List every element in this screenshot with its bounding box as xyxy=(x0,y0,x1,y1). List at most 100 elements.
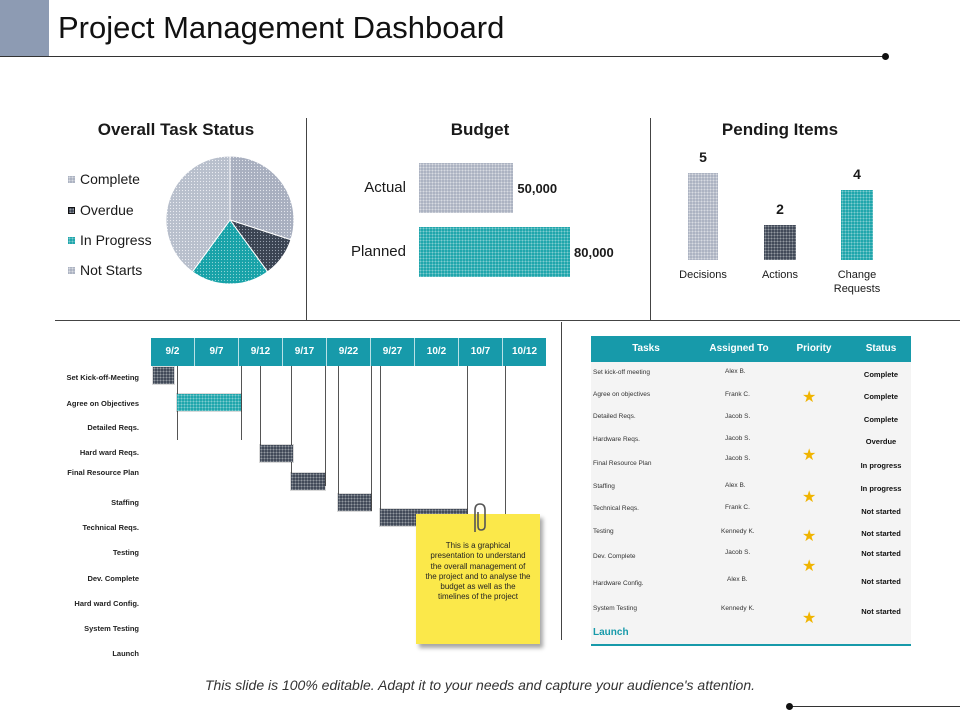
column-header-tasks: Tasks xyxy=(632,343,660,354)
table-cell-launch: Launch xyxy=(593,627,629,638)
legend-label-in-progress: In Progress xyxy=(80,232,152,248)
sticky-note-text: This is a graphical presentation to unde… xyxy=(425,541,531,602)
table-cell-task: Hardware Config. xyxy=(593,580,644,587)
budget-label-planned: Planned xyxy=(350,243,406,260)
legend-in-progress: In Progress xyxy=(68,232,152,248)
legend-not-starts: Not Starts xyxy=(68,262,142,278)
gantt-bar-kickoff xyxy=(153,367,174,384)
gantt-date: 10/12 xyxy=(511,346,538,357)
table-cell-status: Complete xyxy=(863,392,899,401)
divider-status-budget xyxy=(306,118,307,320)
sticky-note: This is a graphical presentation to unde… xyxy=(416,514,540,644)
table-cell-assigned: Kennedy K. xyxy=(721,528,755,535)
gantt-task-label: Hard ward Reqs. xyxy=(79,448,139,457)
column-header-assigned: Assigned To xyxy=(709,343,769,354)
table-cell-assigned: Alex B. xyxy=(725,482,746,489)
gantt-task-label: System Testing xyxy=(84,624,139,633)
pending-label-decisions: Decisions xyxy=(679,269,727,281)
gantt-task-label: Staffing xyxy=(111,498,139,507)
table-cell-task: Agree on objectives xyxy=(593,391,651,398)
legend-swatch-overdue xyxy=(68,206,75,214)
pending-value-decisions: 5 xyxy=(699,149,707,165)
gantt-guide-line xyxy=(505,366,506,514)
legend-label-complete: Complete xyxy=(80,171,140,187)
budget-bar-actual xyxy=(419,163,514,213)
gantt-task-label: Technical Reqs. xyxy=(82,523,139,532)
gantt-bar-objectives xyxy=(177,394,241,411)
table-cell-task: Testing xyxy=(593,528,614,535)
gantt-date: 9/2 xyxy=(151,338,195,366)
table-cell-assigned: Kennedy K. xyxy=(721,605,755,612)
table-cell-assigned: Frank C. xyxy=(725,391,750,398)
table-cell-assigned: Alex B. xyxy=(727,576,748,583)
pending-label-actions: Actions xyxy=(761,269,799,281)
table-cell-status: Complete xyxy=(863,370,899,379)
table-cell-status: Not started xyxy=(861,507,901,516)
table-cell-task: Dev. Complete xyxy=(593,553,636,560)
divider-top-bottom xyxy=(55,320,960,321)
gantt-date: 9/7 xyxy=(195,338,239,366)
gantt-task-label: Hard ward Config. xyxy=(74,599,139,608)
priority-star-icon: ★ xyxy=(802,489,817,506)
pending-bar-actions xyxy=(764,225,796,260)
footer-caption: This slide is 100% editable. Adapt it to… xyxy=(204,677,756,693)
divider-gantt-table xyxy=(561,322,562,640)
table-cell-task: Technical Reqs. xyxy=(593,505,639,512)
gantt-guide-line xyxy=(325,366,326,486)
gantt-date: 9/17 xyxy=(283,338,327,366)
table-cell-task: Detailed Reqs. xyxy=(593,413,636,420)
gantt-task-label: Testing xyxy=(112,548,139,557)
pending-value-actions: 2 xyxy=(776,201,784,218)
gantt-task-label: Dev. Complete xyxy=(87,574,139,583)
pie-slice-not-starts xyxy=(165,155,231,273)
priority-star-icon: ★ xyxy=(802,610,817,627)
gantt-task-label: Detailed Reqs. xyxy=(87,423,139,432)
pending-bar-change-requests xyxy=(841,190,873,260)
pending-label-change-requests: Change Requests xyxy=(833,269,881,295)
gantt-task-label: Agree on Objectives xyxy=(66,399,139,408)
footer-line xyxy=(790,706,960,707)
gantt-guide-line xyxy=(291,366,292,486)
gantt-date: 9/27 xyxy=(371,338,415,366)
gantt-guide-line xyxy=(371,366,372,511)
pie-slice-complete xyxy=(229,155,295,241)
gantt-date: 9/12 xyxy=(239,338,283,366)
paperclip-icon xyxy=(474,503,486,532)
column-header-status: Status xyxy=(865,343,897,354)
gantt-guide-line xyxy=(260,366,261,456)
legend-swatch-in-progress xyxy=(68,236,75,244)
priority-star-icon: ★ xyxy=(802,389,817,406)
table-cell-assigned: Jacob S. xyxy=(725,435,751,442)
pending-bar-decisions xyxy=(688,173,718,260)
budget-title: Budget xyxy=(450,120,510,139)
gantt-bar-resource-plan xyxy=(291,473,325,490)
table-cell-status: In progress xyxy=(860,484,902,493)
legend-label-not-starts: Not Starts xyxy=(80,262,143,278)
table-cell-assigned: Jacob S. xyxy=(725,455,751,462)
gantt-date: 10/2 xyxy=(415,338,459,366)
legend-swatch-not-starts xyxy=(68,266,75,274)
table-cell-assigned: Alex B. xyxy=(725,368,746,375)
gantt-task-label: Set Kick-off-Meeting xyxy=(66,373,139,382)
table-cell-task: Final Resource Plan xyxy=(593,460,652,467)
budget-bar-planned xyxy=(419,227,570,277)
legend-complete: Complete xyxy=(68,171,140,187)
table-cell-status: In progress xyxy=(860,461,902,470)
budget-label-actual: Actual xyxy=(364,179,406,196)
priority-star-icon: ★ xyxy=(802,558,817,575)
gantt-task-label: Final Resource Plan xyxy=(67,468,139,477)
legend-overdue: Overdue xyxy=(68,202,134,218)
table-cell-status: Complete xyxy=(863,415,899,424)
pending-items-title: Pending Items xyxy=(721,120,839,139)
gantt-guide-line xyxy=(467,366,468,526)
table-cell-status: Not started xyxy=(861,577,901,586)
priority-star-icon: ★ xyxy=(802,528,817,545)
table-cell-status: Not started xyxy=(861,529,901,538)
table-cell-task: System Testing xyxy=(593,605,637,612)
table-cell-status: Not started xyxy=(861,607,901,616)
overall-task-status-title: Overall Task Status xyxy=(97,120,255,139)
priority-star-icon: ★ xyxy=(802,447,817,464)
table-cell-assigned: Jacob S. xyxy=(725,413,751,420)
page-title: Project Management Dashboard xyxy=(58,10,505,45)
title-underline xyxy=(0,56,886,57)
